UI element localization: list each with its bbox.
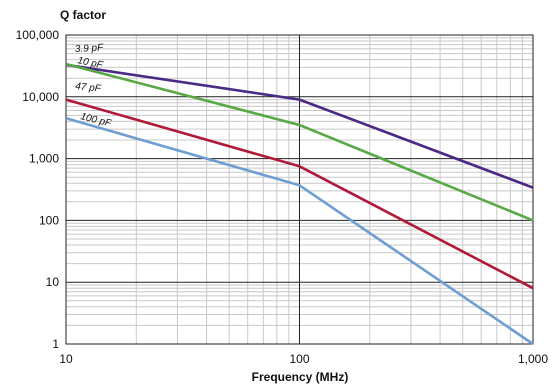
series-line xyxy=(65,63,534,189)
x-tick-label: 10 xyxy=(59,352,73,366)
y-tick-label: 1 xyxy=(52,337,59,351)
y-tick-label: 1,000 xyxy=(29,152,59,166)
x-tick-label: 1,000 xyxy=(518,352,548,366)
y-axis-title: Q factor xyxy=(60,8,106,22)
x-axis-title: Frequency (MHz) xyxy=(252,370,349,384)
series-label: 3.9 pF xyxy=(75,42,105,55)
series-line xyxy=(65,116,534,346)
x-axis-tick-labels: 10 100 1,000 xyxy=(59,352,548,366)
series-label: 10 pF xyxy=(76,55,104,71)
x-tick-label: 100 xyxy=(289,352,309,366)
series-line xyxy=(65,98,534,290)
y-tick-label: 100,000 xyxy=(16,28,60,42)
y-axis-tick-labels: 1 10 100 1,000 10,000 100,000 xyxy=(16,28,60,351)
y-tick-label: 10 xyxy=(46,275,60,289)
series-line xyxy=(65,62,534,222)
plot-area-border xyxy=(65,34,534,345)
series-label: 47 pF xyxy=(75,81,102,95)
y-tick-label: 10,000 xyxy=(22,90,59,104)
y-tick-label: 100 xyxy=(39,213,59,227)
series-lines xyxy=(65,62,534,346)
